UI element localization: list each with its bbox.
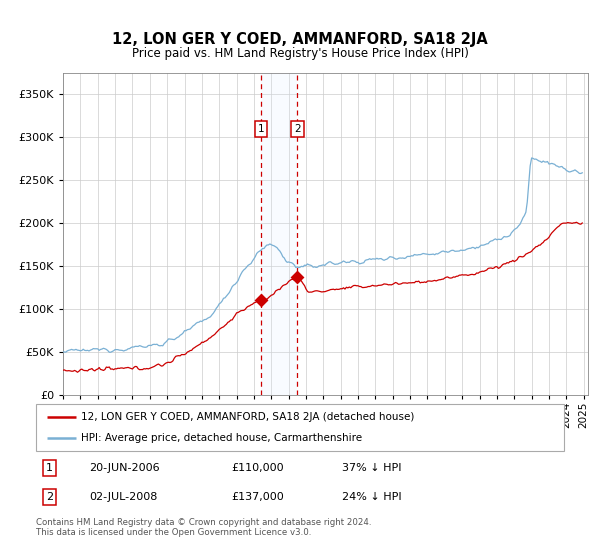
Text: 2: 2 bbox=[46, 492, 53, 502]
Point bbox=[292, 273, 302, 282]
Text: 20-JUN-2006: 20-JUN-2006 bbox=[89, 463, 160, 473]
Text: 2: 2 bbox=[294, 124, 301, 134]
Text: 1: 1 bbox=[46, 463, 53, 473]
Text: Contains HM Land Registry data © Crown copyright and database right 2024.
This d: Contains HM Land Registry data © Crown c… bbox=[36, 518, 371, 538]
Text: Price paid vs. HM Land Registry's House Price Index (HPI): Price paid vs. HM Land Registry's House … bbox=[131, 47, 469, 60]
Text: 1: 1 bbox=[258, 124, 265, 134]
Text: 24% ↓ HPI: 24% ↓ HPI bbox=[342, 492, 402, 502]
FancyBboxPatch shape bbox=[36, 404, 564, 451]
Text: 12, LON GER Y COED, AMMANFORD, SA18 2JA: 12, LON GER Y COED, AMMANFORD, SA18 2JA bbox=[112, 32, 488, 48]
Text: £137,000: £137,000 bbox=[232, 492, 284, 502]
Text: 37% ↓ HPI: 37% ↓ HPI bbox=[342, 463, 402, 473]
Text: 12, LON GER Y COED, AMMANFORD, SA18 2JA (detached house): 12, LON GER Y COED, AMMANFORD, SA18 2JA … bbox=[81, 412, 414, 422]
Text: 02-JUL-2008: 02-JUL-2008 bbox=[89, 492, 157, 502]
Text: £110,000: £110,000 bbox=[232, 463, 284, 473]
Point bbox=[256, 296, 266, 305]
Text: HPI: Average price, detached house, Carmarthenshire: HPI: Average price, detached house, Carm… bbox=[81, 433, 362, 444]
Bar bbox=[261, 73, 297, 395]
